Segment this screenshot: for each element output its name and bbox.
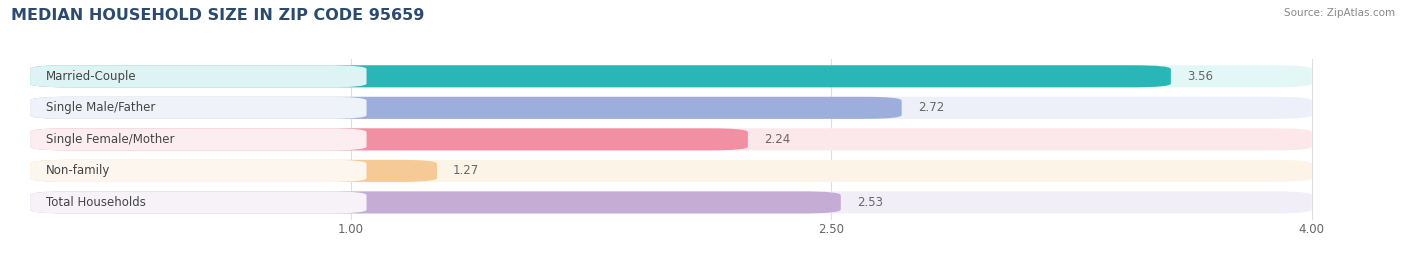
- FancyBboxPatch shape: [30, 65, 367, 87]
- FancyBboxPatch shape: [30, 191, 367, 213]
- Text: 2.72: 2.72: [918, 101, 943, 114]
- FancyBboxPatch shape: [30, 128, 1312, 150]
- Text: 2.53: 2.53: [856, 196, 883, 209]
- FancyBboxPatch shape: [30, 160, 367, 182]
- FancyBboxPatch shape: [30, 97, 901, 119]
- Text: 1.27: 1.27: [453, 164, 479, 177]
- FancyBboxPatch shape: [30, 160, 437, 182]
- Text: Married-Couple: Married-Couple: [46, 70, 136, 83]
- FancyBboxPatch shape: [30, 191, 841, 213]
- FancyBboxPatch shape: [30, 160, 1312, 182]
- FancyBboxPatch shape: [30, 128, 748, 150]
- FancyBboxPatch shape: [30, 97, 1312, 119]
- Text: Single Female/Mother: Single Female/Mother: [46, 133, 174, 146]
- Text: 2.24: 2.24: [763, 133, 790, 146]
- Text: Source: ZipAtlas.com: Source: ZipAtlas.com: [1284, 8, 1395, 18]
- Text: Non-family: Non-family: [46, 164, 111, 177]
- FancyBboxPatch shape: [30, 65, 1171, 87]
- Text: MEDIAN HOUSEHOLD SIZE IN ZIP CODE 95659: MEDIAN HOUSEHOLD SIZE IN ZIP CODE 95659: [11, 8, 425, 23]
- FancyBboxPatch shape: [30, 128, 367, 150]
- Text: Single Male/Father: Single Male/Father: [46, 101, 156, 114]
- FancyBboxPatch shape: [30, 191, 1312, 213]
- Text: Total Households: Total Households: [46, 196, 146, 209]
- FancyBboxPatch shape: [30, 97, 367, 119]
- Text: 3.56: 3.56: [1187, 70, 1213, 83]
- FancyBboxPatch shape: [30, 65, 1312, 87]
